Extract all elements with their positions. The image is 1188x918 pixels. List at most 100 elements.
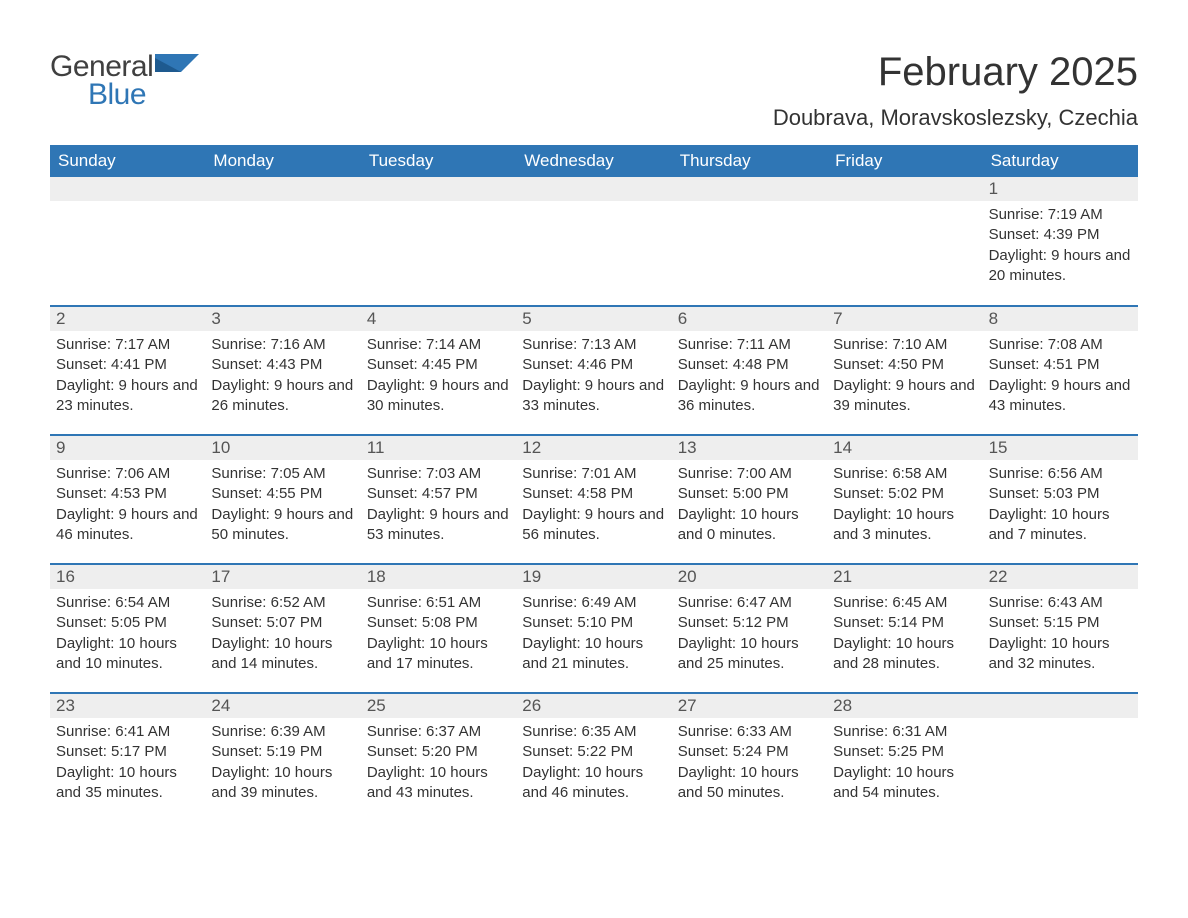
calendar-cell: 8Sunrise: 7:08 AMSunset: 4:51 PMDaylight… [983,305,1138,434]
calendar-cell: 25 Sunrise: 6:37 AMSunset: 5:20 PMDayligh… [361,692,516,821]
day-info: Sunrise: 6:41 AMSunset: 5:17 PMDaylight:… [56,722,199,803]
sunset-text: Sunset: 5:24 PM [678,742,821,762]
day-number: 7 [827,305,982,331]
sunset-text: Sunset: 5:03 PM [989,484,1132,504]
empty-cell-band [361,177,516,201]
daylight-text: Daylight: 9 hours and 43 minutes. [989,376,1132,417]
calendar-cell: 19Sunrise: 6:49 AMSunset: 5:10 PMDayligh… [516,563,671,692]
calendar-cell: 27 Sunrise: 6:33 AMSunset: 5:24 PMDayligh… [672,692,827,821]
day-info: Sunrise: 7:01 AMSunset: 4:58 PMDaylight:… [522,464,665,545]
daylight-text: Daylight: 10 hours and 7 minutes. [989,505,1132,546]
day-number: 27 [672,692,827,718]
day-info: Sunrise: 6:35 AMSunset: 5:22 PMDaylight:… [522,722,665,803]
day-header: Monday [205,145,360,177]
daylight-text: Daylight: 9 hours and 36 minutes. [678,376,821,417]
day-header: Sunday [50,145,205,177]
daylight-text: Daylight: 10 hours and 54 minutes. [833,763,976,804]
calendar-cell: 26Sunrise: 6:35 AMSunset: 5:22 PMDayligh… [516,692,671,821]
calendar-cell [983,692,1138,821]
empty-cell-band [50,177,205,201]
day-number: 25 [361,692,516,718]
sunset-text: Sunset: 5:12 PM [678,613,821,633]
day-number: 13 [672,434,827,460]
sunset-text: Sunset: 5:20 PM [367,742,510,762]
sunrise-text: Sunrise: 6:41 AM [56,722,199,742]
day-info: Sunrise: 6:51 AMSunset: 5:08 PMDaylight:… [367,593,510,674]
day-number: 28 [827,692,982,718]
day-info: Sunrise: 6:54 AMSunset: 5:05 PMDaylight:… [56,593,199,674]
day-info: Sunrise: 7:16 AMSunset: 4:43 PMDaylight:… [211,335,354,416]
calendar-cell [50,177,205,305]
sunrise-text: Sunrise: 6:33 AM [678,722,821,742]
sunset-text: Sunset: 4:41 PM [56,355,199,375]
day-number: 20 [672,563,827,589]
day-info: Sunrise: 7:00 AMSunset: 5:00 PMDaylight:… [678,464,821,545]
sunrise-text: Sunrise: 7:19 AM [989,205,1132,225]
calendar-cell: 15Sunrise: 6:56 AMSunset: 5:03 PMDayligh… [983,434,1138,563]
daylight-text: Daylight: 9 hours and 39 minutes. [833,376,976,417]
calendar-cell: 16Sunrise: 6:54 AMSunset: 5:05 PMDayligh… [50,563,205,692]
sunset-text: Sunset: 4:55 PM [211,484,354,504]
day-number: 1 [983,177,1138,201]
day-info: Sunrise: 6:31 AMSunset: 5:25 PMDaylight:… [833,722,976,803]
sunrise-text: Sunrise: 6:37 AM [367,722,510,742]
day-number: 24 [205,692,360,718]
day-info: Sunrise: 7:08 AMSunset: 4:51 PMDaylight:… [989,335,1132,416]
calendar-grid: SundayMondayTuesdayWednesdayThursdayFrid… [50,145,1138,821]
daylight-text: Daylight: 9 hours and 50 minutes. [211,505,354,546]
sunrise-text: Sunrise: 7:01 AM [522,464,665,484]
calendar-cell: 9Sunrise: 7:06 AMSunset: 4:53 PMDaylight… [50,434,205,563]
sunset-text: Sunset: 5:25 PM [833,742,976,762]
day-info: Sunrise: 7:17 AMSunset: 4:41 PMDaylight:… [56,335,199,416]
sunrise-text: Sunrise: 7:16 AM [211,335,354,355]
daylight-text: Daylight: 10 hours and 46 minutes. [522,763,665,804]
day-header: Friday [827,145,982,177]
day-info: Sunrise: 7:11 AMSunset: 4:48 PMDaylight:… [678,335,821,416]
day-info: Sunrise: 7:05 AMSunset: 4:55 PMDaylight:… [211,464,354,545]
day-number: 5 [516,305,671,331]
day-number: 15 [983,434,1138,460]
day-info: Sunrise: 6:33 AMSunset: 5:24 PMDaylight:… [678,722,821,803]
logo: General Blue [50,50,199,112]
daylight-text: Daylight: 10 hours and 17 minutes. [367,634,510,675]
sunrise-text: Sunrise: 6:52 AM [211,593,354,613]
page-header: General Blue February 2025 Doubrava, Mor… [50,50,1138,131]
day-header: Saturday [983,145,1138,177]
sunrise-text: Sunrise: 7:00 AM [678,464,821,484]
daylight-text: Daylight: 10 hours and 50 minutes. [678,763,821,804]
daylight-text: Daylight: 10 hours and 39 minutes. [211,763,354,804]
daylight-text: Daylight: 9 hours and 23 minutes. [56,376,199,417]
sunset-text: Sunset: 5:17 PM [56,742,199,762]
daylight-text: Daylight: 10 hours and 32 minutes. [989,634,1132,675]
sunset-text: Sunset: 5:05 PM [56,613,199,633]
day-number: 10 [205,434,360,460]
sunset-text: Sunset: 5:15 PM [989,613,1132,633]
daylight-text: Daylight: 9 hours and 46 minutes. [56,505,199,546]
sunset-text: Sunset: 5:10 PM [522,613,665,633]
day-number: 18 [361,563,516,589]
day-number: 3 [205,305,360,331]
calendar-cell: 4Sunrise: 7:14 AMSunset: 4:45 PMDaylight… [361,305,516,434]
day-number: 6 [672,305,827,331]
sunrise-text: Sunrise: 7:03 AM [367,464,510,484]
calendar-cell: 5Sunrise: 7:13 AMSunset: 4:46 PMDaylight… [516,305,671,434]
sunrise-text: Sunrise: 7:11 AM [678,335,821,355]
day-number: 12 [516,434,671,460]
day-info: Sunrise: 7:10 AMSunset: 4:50 PMDaylight:… [833,335,976,416]
empty-cell-band [672,177,827,201]
calendar-cell: 23Sunrise: 6:41 AMSunset: 5:17 PMDayligh… [50,692,205,821]
day-number: 22 [983,563,1138,589]
empty-cell-band [205,177,360,201]
sunrise-text: Sunrise: 7:10 AM [833,335,976,355]
day-info: Sunrise: 6:49 AMSunset: 5:10 PMDaylight:… [522,593,665,674]
day-info: Sunrise: 6:37 AMSunset: 5:20 PMDaylight:… [367,722,510,803]
day-info: Sunrise: 6:45 AMSunset: 5:14 PMDaylight:… [833,593,976,674]
sunrise-text: Sunrise: 7:14 AM [367,335,510,355]
day-info: Sunrise: 7:06 AMSunset: 4:53 PMDaylight:… [56,464,199,545]
day-info: Sunrise: 6:43 AMSunset: 5:15 PMDaylight:… [989,593,1132,674]
sunset-text: Sunset: 4:57 PM [367,484,510,504]
day-info: Sunrise: 6:58 AMSunset: 5:02 PMDaylight:… [833,464,976,545]
sunset-text: Sunset: 4:48 PM [678,355,821,375]
calendar-cell: 14Sunrise: 6:58 AMSunset: 5:02 PMDayligh… [827,434,982,563]
sunrise-text: Sunrise: 6:35 AM [522,722,665,742]
